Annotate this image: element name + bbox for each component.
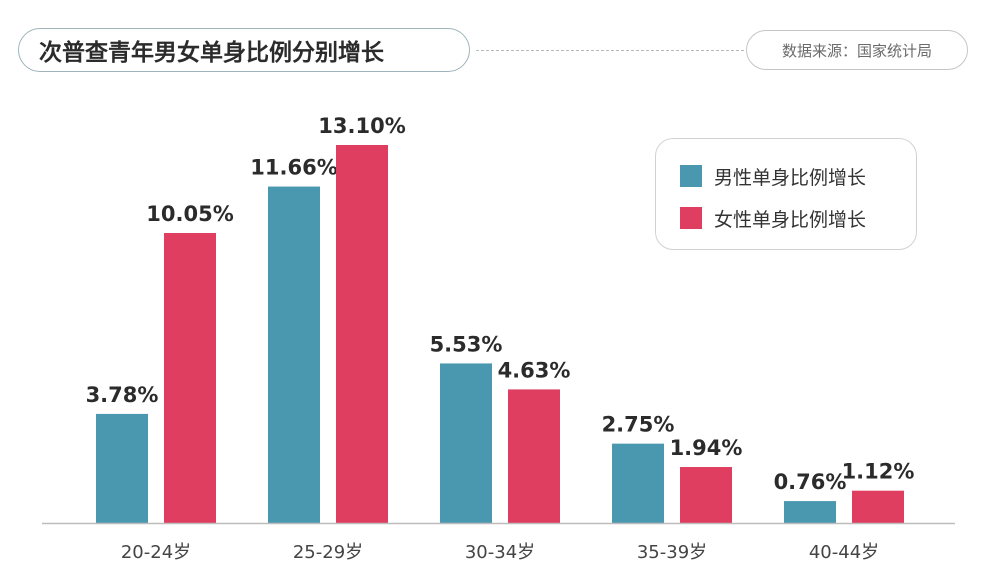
legend-item-male: 男性单身比例增长 (680, 157, 916, 195)
title-divider (476, 50, 744, 51)
legend-item-female: 女性单身比例增长 (680, 199, 916, 237)
female-value-label-2: 13.10% (318, 114, 405, 138)
legend-swatch-male (680, 165, 702, 187)
female-value-label-5: 1.12% (842, 460, 915, 484)
female-value-label-3: 4.63% (498, 358, 571, 382)
male-bar-5 (784, 501, 836, 523)
male-value-label-5: 0.76% (774, 470, 847, 494)
male-value-label-3: 5.53% (430, 332, 503, 356)
x-tick-label-3: 30-34岁 (465, 542, 535, 563)
legend-label-female: 女性单身比例增长 (714, 208, 867, 231)
female-value-label-1: 10.05% (146, 202, 233, 226)
male-bar-4 (612, 443, 664, 523)
male-bar-3 (440, 363, 492, 523)
female-bar-2 (336, 145, 388, 523)
female-value-label-4: 1.94% (670, 436, 743, 460)
male-value-label-4: 2.75% (602, 413, 675, 437)
female-bar-3 (508, 389, 560, 523)
source-label: 数据来源：国家统计局 (746, 30, 968, 70)
male-value-label-2: 11.66% (250, 156, 337, 180)
x-tick-label-1: 20-24岁 (121, 542, 191, 563)
female-bar-4 (680, 467, 732, 523)
legend-swatch-female (680, 207, 702, 229)
x-tick-label-5: 40-44岁 (809, 542, 879, 563)
legend-label-male: 男性单身比例增长 (714, 166, 867, 189)
male-bar-2 (268, 186, 320, 523)
female-bar-1 (164, 233, 216, 523)
male-value-label-1: 3.78% (86, 383, 159, 407)
chart-title: 次普查青年男女单身比例分别增长 (18, 28, 470, 72)
legend: 男性单身比例增长 女性单身比例增长 (655, 138, 917, 250)
male-bar-1 (96, 413, 148, 523)
x-tick-label-4: 35-39岁 (637, 542, 707, 563)
x-tick-label-2: 25-29岁 (293, 542, 363, 563)
female-bar-5 (852, 490, 904, 523)
